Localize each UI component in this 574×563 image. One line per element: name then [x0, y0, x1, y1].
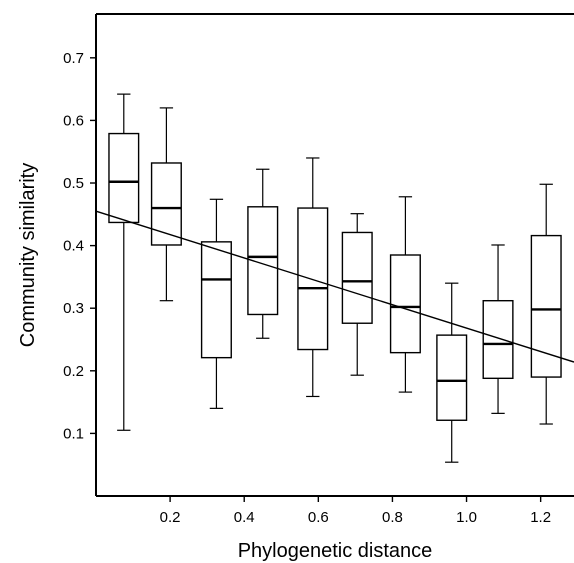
box-iqr [200, 241, 232, 359]
box-group [530, 183, 562, 425]
y-tick-label: 0.4 [63, 238, 84, 255]
box-group [482, 244, 514, 414]
box-iqr [108, 132, 140, 224]
trend-layer [95, 210, 574, 363]
box-group [247, 168, 279, 339]
x-tick-label: 1.0 [456, 509, 477, 526]
ticks-layer: 0.2 0.4 0.6 0.8 1.0 1.2 0.1 0.2 0.3 0.4 0.5 0.6 0.7 [63, 50, 551, 526]
y-axis-title: Community similarity [17, 163, 39, 347]
trend-line [95, 210, 574, 363]
x-tick-label: 0.2 [160, 509, 181, 526]
y-tick-label: 0.5 [63, 175, 84, 192]
box-iqr [297, 207, 329, 351]
box-group [150, 107, 182, 302]
box-iqr [436, 334, 468, 421]
box-group [108, 93, 140, 431]
x-axis-title: Phylogenetic distance [238, 540, 433, 562]
y-tick-label: 0.3 [63, 300, 84, 317]
box-group [436, 282, 468, 463]
x-tick-label: 1.2 [530, 509, 551, 526]
box-group [297, 157, 329, 398]
y-tick-label: 0.2 [63, 363, 84, 380]
box-iqr [482, 299, 514, 380]
x-tick-label: 0.6 [308, 509, 329, 526]
box-group [341, 213, 373, 376]
boxes-layer [108, 93, 562, 463]
y-tick-label: 0.6 [63, 112, 84, 129]
box-group [389, 196, 421, 393]
x-tick-label: 0.4 [234, 509, 255, 526]
x-tick-label: 0.8 [382, 509, 403, 526]
box-iqr [389, 254, 421, 354]
box-group [200, 198, 232, 409]
y-tick-label: 0.7 [63, 50, 84, 67]
box-iqr [341, 231, 373, 324]
axes-layer [95, 13, 574, 497]
y-tick-label: 0.1 [63, 425, 84, 442]
box-iqr [150, 162, 182, 246]
